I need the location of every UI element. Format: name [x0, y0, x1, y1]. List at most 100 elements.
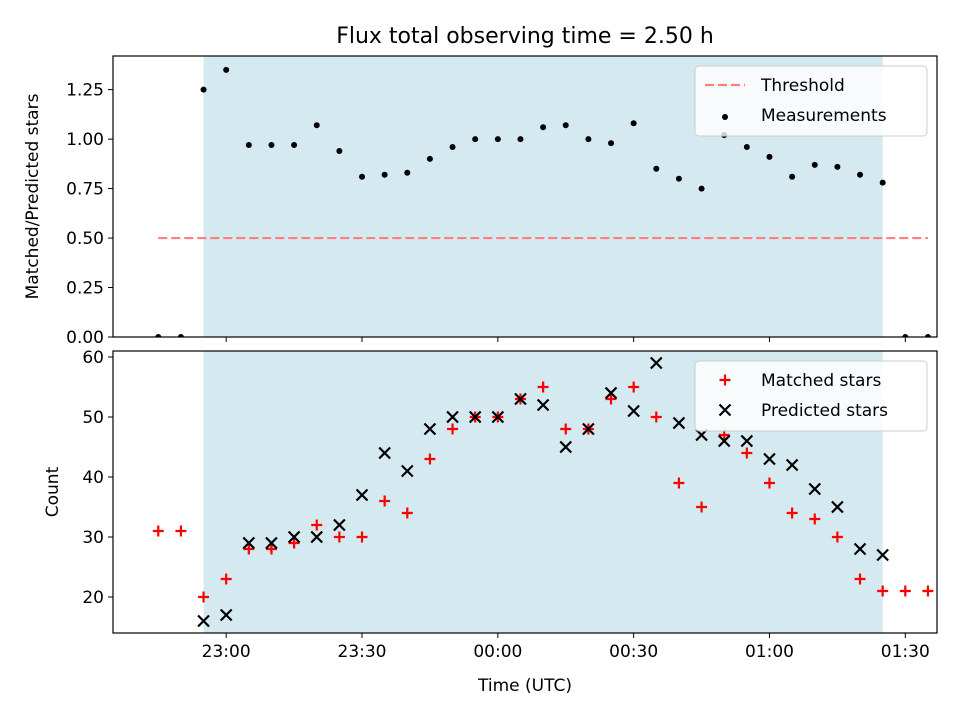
matched-star-point — [605, 393, 617, 405]
y-tick-label: 0.00 — [66, 328, 104, 348]
measurement-point — [381, 171, 388, 178]
measurement-point — [653, 165, 660, 172]
measurement-point — [879, 179, 886, 186]
measurement-point — [313, 122, 320, 129]
matched-star-point — [696, 501, 708, 513]
measurement-point — [200, 86, 207, 93]
predicted-star-point — [740, 434, 754, 448]
predicted-star-point — [717, 434, 731, 448]
measurement-point — [743, 144, 750, 151]
matched-star-point — [809, 513, 821, 525]
predicted-star-point — [310, 530, 324, 544]
predicted-star-point — [197, 614, 210, 628]
matched-star-point — [922, 585, 934, 597]
matched-star-point — [650, 411, 662, 423]
matched-star-point — [265, 543, 277, 555]
y-tick-label: 20 — [82, 588, 104, 608]
x-axis-label: Time (UTC) — [477, 676, 572, 696]
predicted-star-point — [287, 530, 301, 544]
predicted-star-point — [446, 410, 459, 424]
legend-frame — [694, 65, 928, 137]
y-tick-label: 0.75 — [66, 180, 104, 200]
predicted-star-point — [468, 410, 482, 424]
axes-frame — [112, 350, 938, 634]
x-tick-label: 00:00 — [473, 642, 522, 662]
matched-star-point — [379, 495, 391, 507]
measurement-point — [223, 66, 230, 73]
legend-label: Predicted stars — [761, 401, 888, 421]
predicted-star-point — [378, 446, 391, 460]
matched-star-point — [356, 531, 368, 543]
predicted-star-point — [604, 386, 618, 400]
predicted-star-point — [650, 356, 663, 370]
legend-label: Threshold — [760, 76, 845, 96]
x-tick-label: 01:00 — [745, 642, 794, 662]
matched-star-point — [175, 525, 187, 537]
legend: Matched stars Predicted stars — [694, 360, 928, 432]
measurement-point — [449, 144, 456, 151]
predicted-star-point — [876, 548, 889, 562]
predicted-star-point — [536, 398, 550, 412]
data-marks — [152, 356, 934, 628]
measurement-point — [766, 153, 773, 160]
measurement-point — [268, 142, 275, 149]
matched-star-point — [831, 531, 843, 543]
y-axis-label: Matched/Predicted stars — [23, 93, 43, 299]
measurement-point — [834, 163, 841, 170]
y-tick-label: 0.25 — [66, 279, 104, 299]
x-tick-label: 23:00 — [202, 642, 251, 662]
measurement-point — [924, 334, 931, 337]
y-tick-label: 0.50 — [66, 229, 104, 249]
y-tick-label: 50 — [82, 408, 104, 428]
matched-star-point — [537, 381, 549, 393]
predicted-star-point — [853, 542, 867, 556]
measurement-point — [517, 136, 524, 143]
x-tick-label: 23:30 — [338, 642, 387, 662]
measurement-point — [426, 155, 433, 162]
measurement-point — [359, 173, 366, 180]
y-tick-label: 1.00 — [66, 130, 104, 150]
predicted-star-point — [401, 464, 414, 478]
matched-star-point — [899, 585, 911, 597]
predicted-star-point — [219, 608, 233, 622]
predicted-star-point — [831, 500, 844, 514]
legend-matched-swatch — [719, 374, 731, 386]
predicted-star-point — [763, 452, 776, 466]
matched-star-point — [243, 543, 255, 555]
measurement-point — [675, 175, 682, 182]
measurement-point — [472, 136, 479, 143]
matched-star-point — [560, 423, 572, 435]
top-panel-ratio: 0.00 0.25 0.50 0.75 1.00 1.25 Matched/Predicte… — [23, 55, 938, 348]
matched-star-point — [673, 477, 685, 489]
predicted-star-point — [582, 422, 595, 436]
y-axis-label: Count — [43, 466, 63, 517]
measurement-point — [177, 334, 184, 337]
predicted-star-point — [265, 536, 278, 550]
legend-predicted-swatch — [718, 403, 732, 417]
measurement-point — [155, 334, 162, 337]
measurement-point — [811, 161, 818, 168]
predicted-star-point — [808, 482, 822, 496]
measurement-point — [245, 142, 252, 149]
matched-star-point — [877, 585, 889, 597]
matched-star-point — [854, 573, 866, 585]
matched-star-point — [763, 477, 775, 489]
bottom-panel-counts: 23:00 23:30 00:00 00:30 01:00 01:30 20 30 40 50 60… — [43, 348, 938, 662]
x-tick-label: 00:30 — [609, 642, 658, 662]
measurement-point — [585, 136, 592, 143]
x-tick-label: 01:30 — [881, 642, 930, 662]
y-tick-label: 1.25 — [66, 81, 104, 101]
matched-star-point — [288, 537, 300, 549]
measurement-point — [608, 140, 615, 147]
legend-frame — [694, 360, 928, 432]
predicted-star-point — [514, 392, 527, 406]
predicted-star-point — [333, 518, 346, 532]
measurement-point — [404, 169, 411, 176]
matched-star-point — [333, 531, 345, 543]
chart-title: Flux total observing time = 2.50 h — [336, 24, 714, 49]
predicted-star-point — [423, 422, 437, 436]
predicted-star-point — [785, 458, 799, 472]
measurement-point — [902, 334, 909, 337]
measurement-point — [562, 122, 569, 129]
